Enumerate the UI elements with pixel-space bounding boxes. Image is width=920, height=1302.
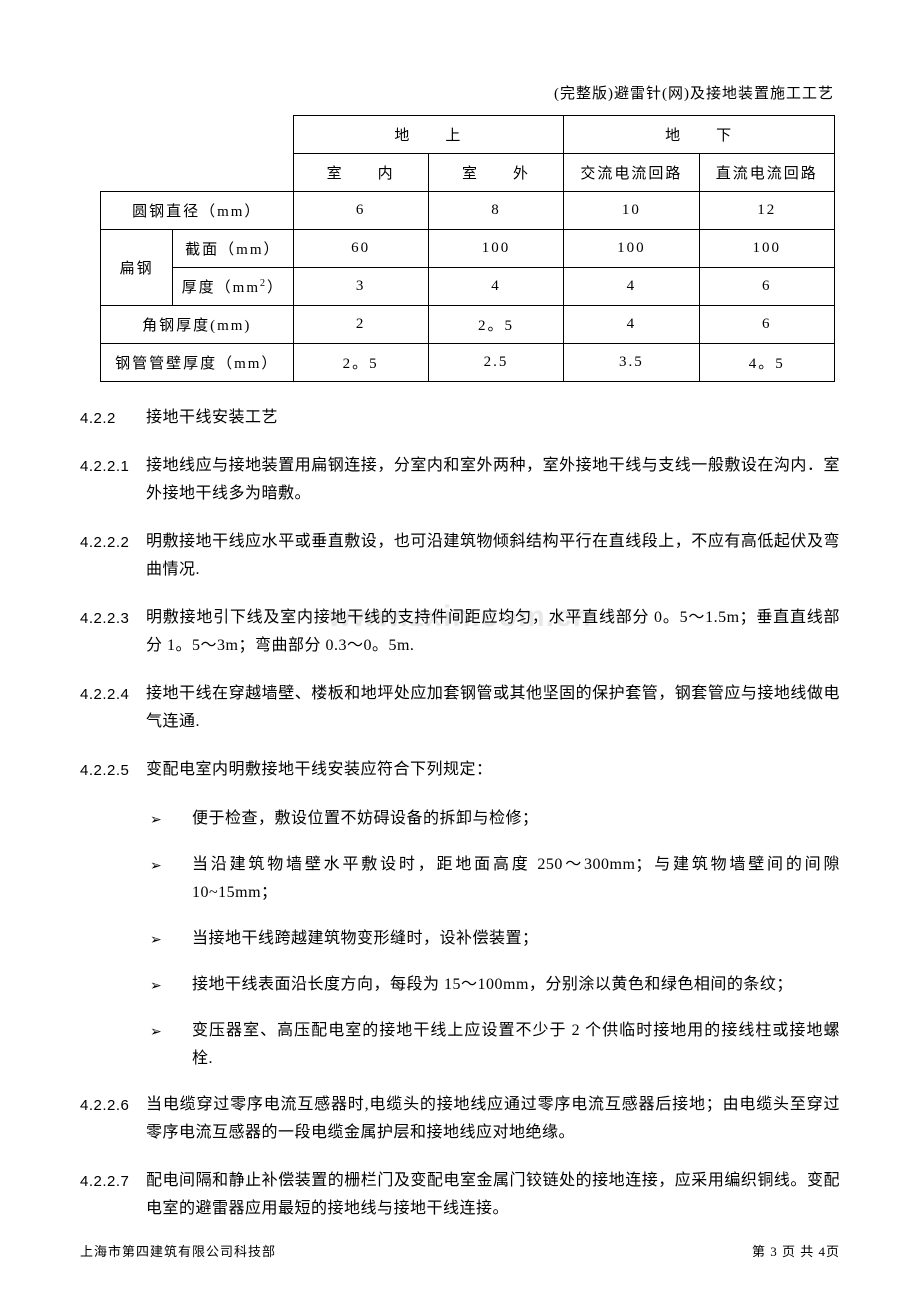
list-item: ➢ 当接地干线跨越建筑物变形缝时，设补偿装置；	[146, 925, 840, 953]
section-body: 明敷接地干线应水平或垂直敷设，也可沿建筑物倾斜结构平行在直线段上，不应有高低起伏…	[146, 528, 840, 584]
table-row: 圆钢直径（mm） 6 8 10 12	[101, 192, 835, 230]
bullet-body: 当沿建筑物墙壁水平敷设时，距地面高度 250～300mm；与建筑物墙壁间的间隙1…	[192, 851, 840, 907]
section-num: 4.2.2	[80, 404, 146, 432]
section-body: 变配电室内明敷接地干线安装应符合下列规定：	[146, 756, 840, 784]
arrow-icon: ➢	[146, 851, 192, 907]
th-c4: 直流电流回路	[699, 154, 834, 192]
bullet-body: 变压器室、高压配电室的接地干线上应设置不少于 2 个供临时接地用的接线柱或接地螺…	[192, 1017, 840, 1073]
arrow-icon: ➢	[146, 925, 192, 953]
table-row: 厚度（mm2） 3 4 4 6	[101, 268, 835, 306]
footer-right: 第 3 页 共 4页	[752, 1241, 840, 1260]
section: 4.2.2.5 变配电室内明敷接地干线安装应符合下列规定：	[80, 756, 840, 784]
th-below: 地 下	[564, 116, 835, 154]
spec-table: 地 上 地 下 室 内 室 外 交流电流回路 直流电流回路 圆钢直径（mm） 6…	[100, 115, 835, 382]
page-header: (完整版)避雷针(网)及接地装置施工工艺	[80, 82, 840, 103]
section-num: 4.2.2.1	[80, 452, 146, 508]
th-above: 地 上	[293, 116, 564, 154]
section-body: 明敷接地引下线及室内接地干线的支持件间距应均匀，水平直线部分 0。5～1.5m；…	[146, 604, 840, 660]
section-num: 4.2.2.2	[80, 528, 146, 584]
section-num: 4.2.2.3	[80, 604, 146, 660]
th-c3: 交流电流回路	[564, 154, 699, 192]
bullet-body: 接地干线表面沿长度方向，每段为 15～100mm，分别涂以黄色和绿色相间的条纹；	[192, 971, 840, 999]
section: 4.2.2.7 配电间隔和静止补偿装置的栅栏门及变配电室金属门铰链处的接地连接，…	[80, 1167, 840, 1223]
section-num: 4.2.2.6	[80, 1091, 146, 1147]
section: 4.2.2.6 当电缆穿过零序电流互感器时,电缆头的接地线应通过零序电流互感器后…	[80, 1091, 840, 1147]
section: 4.2.2.4 接地干线在穿越墙壁、楼板和地坪处应加套钢管或其他坚固的保护套管，…	[80, 680, 840, 736]
list-item: ➢ 便于检查，敷设位置不妨碍设备的拆卸与检修；	[146, 805, 840, 833]
table-row: 扁钢 截面（mm） 60 100 100 100	[101, 230, 835, 268]
list-item: ➢ 变压器室、高压配电室的接地干线上应设置不少于 2 个供临时接地用的接线柱或接…	[146, 1017, 840, 1073]
table-row: 钢管管壁厚度（mm） 2。5 2.5 3.5 4。5	[101, 344, 835, 382]
list-item: ➢ 接地干线表面沿长度方向，每段为 15～100mm，分别涂以黄色和绿色相间的条…	[146, 971, 840, 999]
section-body: 接地干线安装工艺	[146, 404, 840, 432]
section: 4.2.2.2 明敷接地干线应水平或垂直敷设，也可沿建筑物倾斜结构平行在直线段上…	[80, 528, 840, 584]
bullet-list: ➢ 便于检查，敷设位置不妨碍设备的拆卸与检修； ➢ 当沿建筑物墙壁水平敷设时，距…	[146, 805, 840, 1073]
section-num: 4.2.2.7	[80, 1167, 146, 1223]
bullet-body: 当接地干线跨越建筑物变形缝时，设补偿装置；	[192, 925, 840, 953]
section-num: 4.2.2.4	[80, 680, 146, 736]
section: 4.2.2.3 明敷接地引下线及室内接地干线的支持件间距应均匀，水平直线部分 0…	[80, 604, 840, 660]
bullet-body: 便于检查，敷设位置不妨碍设备的拆卸与检修；	[192, 805, 840, 833]
table-corner	[101, 116, 294, 192]
table-row: 角钢厚度(mm) 2 2。5 4 6	[101, 306, 835, 344]
section-body: 接地线应与接地装置用扁钢连接，分室内和室外两种，室外接地干线与支线一般敷设在沟内…	[146, 452, 840, 508]
section: 4.2.2.1 接地线应与接地装置用扁钢连接，分室内和室外两种，室外接地干线与支…	[80, 452, 840, 508]
section-body: 接地干线在穿越墙壁、楼板和地坪处应加套钢管或其他坚固的保护套管，钢套管应与接地线…	[146, 680, 840, 736]
th-c1: 室 内	[293, 154, 428, 192]
section-body: 当电缆穿过零序电流互感器时,电缆头的接地线应通过零序电流互感器后接地；由电缆头至…	[146, 1091, 840, 1147]
section: 4.2.2 接地干线安装工艺	[80, 404, 840, 432]
content: 4.2.2 接地干线安装工艺 4.2.2.1 接地线应与接地装置用扁钢连接，分室…	[80, 404, 840, 1223]
section-num: 4.2.2.5	[80, 756, 146, 784]
section-body: 配电间隔和静止补偿装置的栅栏门及变配电室金属门铰链处的接地连接，应采用编织铜线。…	[146, 1167, 840, 1223]
arrow-icon: ➢	[146, 1017, 192, 1073]
arrow-icon: ➢	[146, 805, 192, 833]
th-c2: 室 外	[428, 154, 563, 192]
list-item: ➢ 当沿建筑物墙壁水平敷设时，距地面高度 250～300mm；与建筑物墙壁间的间…	[146, 851, 840, 907]
arrow-icon: ➢	[146, 971, 192, 999]
page-footer: 上海市第四建筑有限公司科技部 第 3 页 共 4页	[80, 1241, 840, 1260]
footer-left: 上海市第四建筑有限公司科技部	[80, 1241, 276, 1260]
